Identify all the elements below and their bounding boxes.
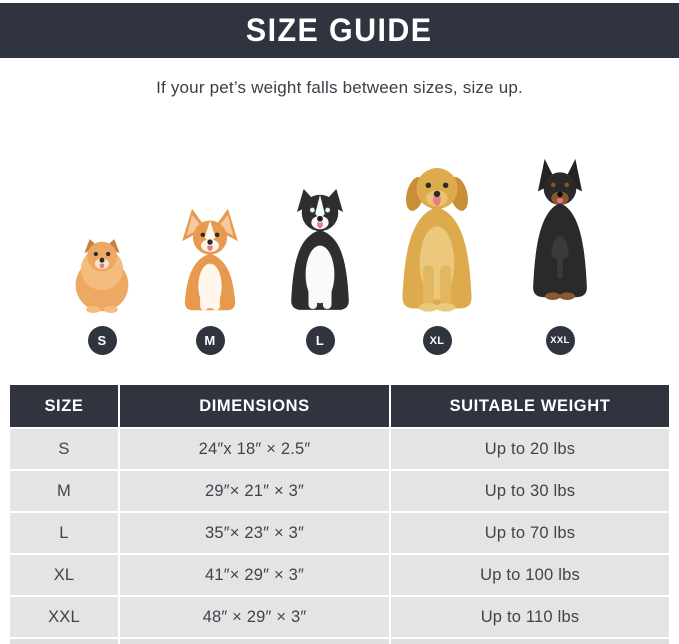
cell-dimensions: 24″x 18″ × 2.5″ (120, 429, 389, 469)
cell-dimensions: 48″ × 29″ × 3″ (120, 597, 389, 637)
cutoff-cell (391, 639, 669, 644)
cell-size: S (10, 429, 118, 469)
cutoff-cell (120, 639, 389, 644)
border-collie-dog-icon (291, 188, 349, 310)
cell-size: XL (10, 555, 118, 595)
size-column-m: M (160, 145, 260, 355)
column-header-size: SIZE (10, 385, 118, 427)
cell-weight: Up to 70 lbs (391, 513, 669, 553)
size-guide-banner: SIZE GUIDE (0, 3, 679, 58)
cell-weight: Up to 110 lbs (391, 597, 669, 637)
cell-weight: Up to 100 lbs (391, 555, 669, 595)
cell-weight: Up to 20 lbs (391, 429, 669, 469)
size-table-cutoff-row (10, 639, 669, 644)
size-badge-xxl: XXL (545, 326, 575, 355)
corgi-dog-icon (182, 208, 238, 311)
table-row: XXL 48″ × 29″ × 3″ Up to 110 lbs (10, 597, 669, 637)
size-badge-s: S (87, 326, 117, 355)
size-table-header-row: SIZE DIMENSIONS SUITABLE WEIGHT (10, 385, 669, 427)
golden-retriever-dog-icon (402, 168, 472, 312)
cell-dimensions: 29″× 21″ × 3″ (120, 471, 389, 511)
cell-size: M (10, 471, 118, 511)
size-table-body: S 24″x 18″ × 2.5″ Up to 20 lbs M 29″× 21… (10, 429, 669, 637)
size-table: SIZE DIMENSIONS SUITABLE WEIGHT S 24″x 1… (10, 385, 669, 644)
column-header-suitable-weight: SUITABLE WEIGHT (391, 385, 669, 427)
cell-size: L (10, 513, 118, 553)
pomeranian-dog-icon (75, 239, 129, 313)
cell-weight: Up to 30 lbs (391, 471, 669, 511)
page-title: SIZE GUIDE (246, 12, 433, 48)
table-row: M 29″× 21″ × 3″ Up to 30 lbs (10, 471, 669, 511)
table-row: S 24″x 18″ × 2.5″ Up to 20 lbs (10, 429, 669, 469)
cell-size: XXL (10, 597, 118, 637)
doberman-dog-icon (533, 158, 587, 301)
cutoff-cell (10, 639, 118, 644)
size-column-l: L (268, 145, 372, 355)
size-badge-m: M (195, 326, 225, 355)
size-up-note: If your pet’s weight falls between sizes… (156, 78, 523, 97)
size-column-xxl: XXL (508, 145, 612, 355)
size-column-s: S (52, 145, 152, 355)
size-column-xl: XL (381, 145, 493, 355)
size-badge-l: L (305, 326, 335, 355)
column-header-dimensions: DIMENSIONS (120, 385, 389, 427)
table-row: L 35″× 23″ × 3″ Up to 70 lbs (10, 513, 669, 553)
cell-dimensions: 41″× 29″ × 3″ (120, 555, 389, 595)
table-row: XL 41″× 29″ × 3″ Up to 100 lbs (10, 555, 669, 595)
cell-dimensions: 35″× 23″ × 3″ (120, 513, 389, 553)
size-badge-xl: XL (422, 326, 452, 355)
